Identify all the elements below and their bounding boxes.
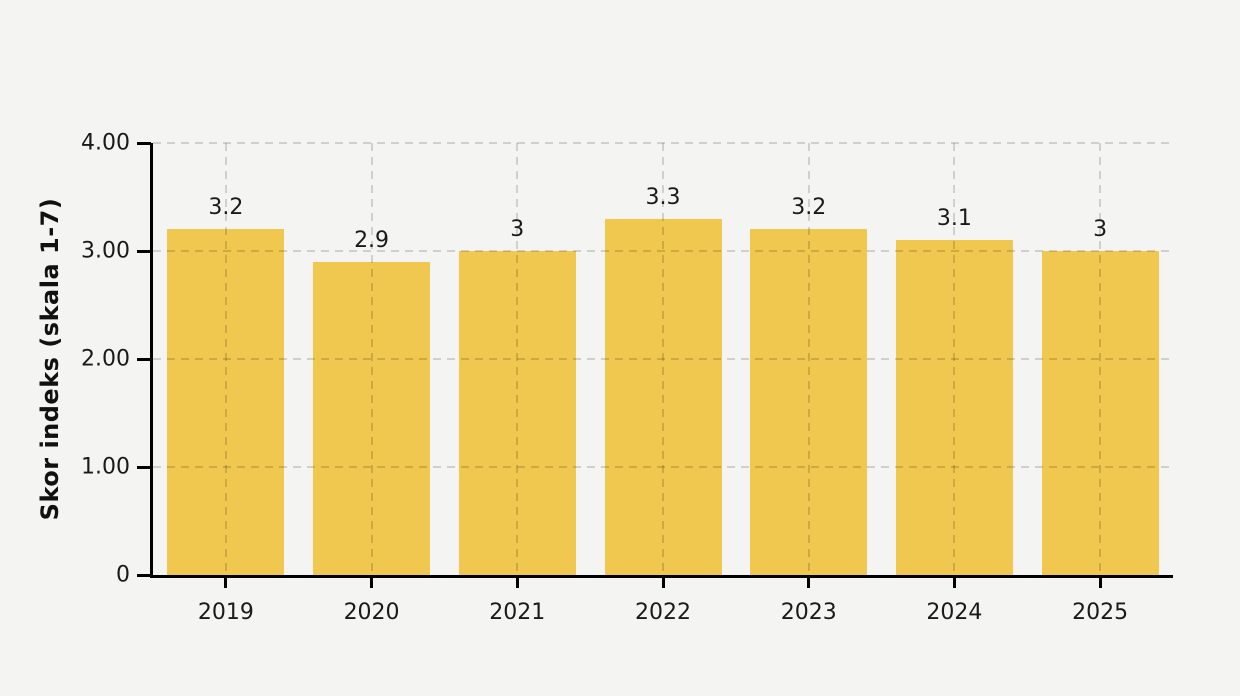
x-tick: [515, 578, 519, 588]
x-tick: [807, 578, 811, 588]
x-tick-label: 2019: [197, 600, 254, 625]
h-gridline: [153, 250, 1173, 252]
y-axis-title: Skor indeks (skala 1-7): [36, 197, 64, 521]
bar: [458, 251, 576, 575]
bar: [604, 218, 722, 575]
h-gridline: [153, 466, 1173, 468]
y-tick-label: 1.00: [81, 454, 130, 480]
v-gridline: [807, 143, 810, 575]
bar-value-label: 3: [1093, 217, 1108, 242]
y-tick: [137, 141, 151, 145]
x-tick-label: 2023: [780, 600, 837, 625]
bar-value-label: 3.2: [208, 195, 244, 221]
bar: [313, 261, 431, 575]
bar: [167, 229, 285, 575]
x-tick-label: 2021: [489, 600, 546, 625]
y-tick-label: 4.00: [81, 130, 130, 156]
v-gridline: [953, 143, 956, 575]
v-gridline: [224, 143, 227, 575]
h-gridline: [153, 358, 1173, 360]
y-tick-label: 3.00: [81, 238, 130, 264]
bar-value-label: 2.9: [354, 227, 390, 253]
x-tick-label: 2025: [1072, 600, 1129, 625]
y-tick: [137, 573, 151, 577]
x-tick: [1098, 578, 1102, 588]
x-tick-label: 2020: [343, 600, 400, 625]
bar: [895, 240, 1013, 575]
x-tick: [661, 578, 665, 588]
bar-value-label: 3.2: [791, 195, 827, 221]
v-gridline: [370, 143, 373, 575]
v-gridline: [516, 143, 519, 575]
bar: [750, 229, 868, 575]
bar-value-label: 3: [510, 217, 525, 242]
v-gridline: [1099, 143, 1102, 575]
x-tick: [370, 578, 374, 588]
y-tick: [137, 465, 151, 469]
x-tick: [952, 578, 956, 588]
bar: [1041, 251, 1159, 575]
h-gridline: [153, 142, 1173, 144]
y-tick: [137, 357, 151, 361]
y-tick-label: 0: [116, 562, 130, 588]
bar-value-label: 3.1: [936, 206, 972, 232]
x-tick-label: 2024: [926, 600, 983, 625]
x-tick-label: 2022: [635, 600, 691, 625]
x-tick: [224, 578, 228, 588]
y-tick-label: 2.00: [81, 346, 130, 372]
y-tick: [137, 249, 151, 253]
plot-area: 0 1.00 2.00 3.00 4.00 3.2 2019 2.9 2020 3 2021 3.3 2…: [81, 131, 1173, 625]
v-gridline: [662, 143, 664, 575]
bar-value-label: 3.3: [645, 184, 681, 210]
